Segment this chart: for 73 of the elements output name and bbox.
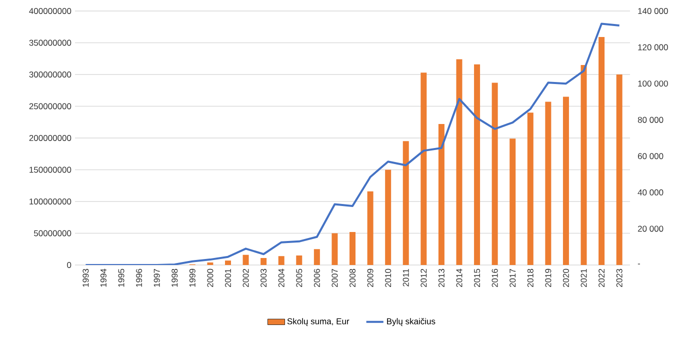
bar xyxy=(332,233,338,265)
x-tick-label: 2004 xyxy=(278,268,284,288)
bar xyxy=(456,59,462,265)
bar xyxy=(242,254,249,265)
x-tick-label: 1996 xyxy=(136,268,142,287)
y-tick-label: 50000000 xyxy=(34,230,72,236)
x-tick-label: 2005 xyxy=(296,268,302,288)
bar xyxy=(260,258,267,265)
x-tick-label: 2008 xyxy=(350,268,356,288)
y-tick-label: 300000000 xyxy=(29,71,72,78)
x-tick-label: 2013 xyxy=(438,268,444,288)
y2-tick-label: 60 000 xyxy=(638,153,664,160)
bar xyxy=(224,260,231,265)
x-tick-label: 1999 xyxy=(189,268,196,287)
x-tick-label: 2021 xyxy=(580,268,587,288)
bar xyxy=(545,102,552,265)
x-tick-label: 2019 xyxy=(545,268,552,288)
y2-tick-label: 80 000 xyxy=(638,116,664,123)
bar xyxy=(314,249,320,265)
bar xyxy=(278,256,284,265)
bar xyxy=(492,82,498,265)
y-tick-label: 150000000 xyxy=(30,166,72,173)
x-tick-label: 2009 xyxy=(367,268,374,288)
x-tick-label: 2001 xyxy=(224,268,231,288)
bar xyxy=(367,191,374,265)
bar xyxy=(385,170,392,265)
x-tick-label: 2007 xyxy=(332,268,338,288)
bar xyxy=(527,112,534,265)
x-tick-label: 1997 xyxy=(154,268,160,287)
bar xyxy=(438,124,444,265)
x-tick-label: 2003 xyxy=(260,268,267,288)
y2-tick-label: 120 000 xyxy=(638,44,668,50)
x-tick-label: 2018 xyxy=(527,268,534,288)
bar xyxy=(474,64,480,265)
bar xyxy=(207,262,214,265)
x-tick-label: 2000 xyxy=(207,268,214,288)
y-tick-label: 200000000 xyxy=(29,134,72,141)
x-tick-label: 2011 xyxy=(402,268,409,286)
x-tick-label: 2015 xyxy=(474,268,480,288)
x-tick-label: 2017 xyxy=(510,268,516,288)
x-tick-label: 1993 xyxy=(82,268,89,287)
x-tick-label: 1995 xyxy=(118,268,124,287)
legend-label: Skolų suma, Eur xyxy=(287,318,350,326)
bar xyxy=(616,74,622,265)
x-tick-label: 2023 xyxy=(616,268,622,288)
bar xyxy=(510,138,516,265)
bar xyxy=(402,141,409,265)
bar xyxy=(296,255,302,265)
x-tick-label: 1998 xyxy=(172,268,178,287)
y-tick-label: 400000000 xyxy=(29,8,72,14)
x-tick-label: 2020 xyxy=(562,268,569,288)
y2-tick-label: 140 000 xyxy=(638,8,668,14)
bar xyxy=(598,37,605,265)
legend-label: Bylų skaičius xyxy=(387,318,436,326)
x-tick-label: 2012 xyxy=(420,268,427,288)
y2-tick-label: 40 000 xyxy=(638,189,664,196)
bar xyxy=(420,72,427,265)
x-tick-label: 2014 xyxy=(456,268,462,288)
bar xyxy=(350,232,356,265)
x-tick-label: 2016 xyxy=(492,268,498,288)
bar xyxy=(580,64,587,265)
y-tick-label: 250000000 xyxy=(29,103,72,110)
x-tick-label: 2006 xyxy=(314,268,320,288)
x-tick-label: 1994 xyxy=(100,268,106,287)
y2-tick-label: 100 000 xyxy=(638,80,668,87)
x-tick-label: 2002 xyxy=(242,268,249,288)
x-tick-label: 2010 xyxy=(385,268,392,288)
bar xyxy=(562,96,569,265)
y-tick-label: 0 xyxy=(67,262,72,268)
y-tick-label: 100000000 xyxy=(30,198,72,205)
x-tick-label: 2022 xyxy=(598,268,605,288)
y-tick-label: 350000000 xyxy=(29,40,72,46)
y2-tick-label: 20 000 xyxy=(638,226,664,232)
